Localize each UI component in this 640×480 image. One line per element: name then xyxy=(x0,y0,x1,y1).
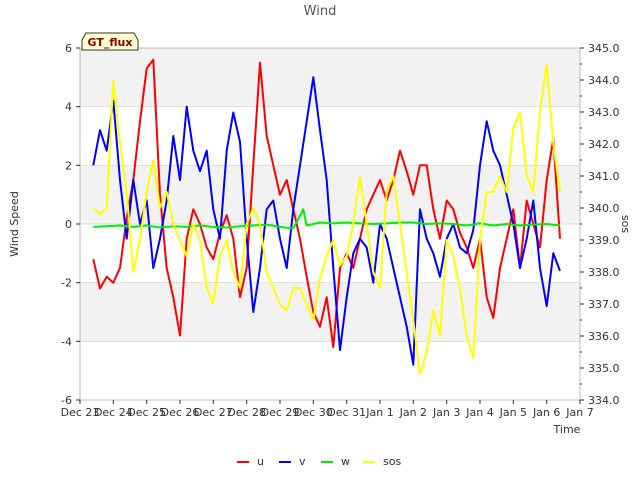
y-tick-label: -4 xyxy=(61,335,72,348)
background-band xyxy=(80,106,580,166)
y2-tick-label: 336.0 xyxy=(588,330,620,343)
x-tick-label: Dec 27 xyxy=(194,406,233,419)
y-tick-label: -6 xyxy=(61,394,72,407)
chart-title: Wind xyxy=(304,4,337,19)
badge-label: GT_flux xyxy=(88,36,133,49)
y2-tick-label: 342.0 xyxy=(588,138,620,151)
y-tick-label: -2 xyxy=(61,277,72,290)
x-tick-label: Jan 1 xyxy=(365,406,393,419)
x-axis-label: Time xyxy=(553,423,581,436)
plot-area: -6 -4 -2 0 2 4 6 334.0 335.0 336.0 337.0 338.0 339.0… xyxy=(61,42,620,419)
y2-tick-label: 335.0 xyxy=(588,362,620,375)
legend-item-w: w xyxy=(321,455,350,468)
y2-tick-label: 345.0 xyxy=(588,42,620,55)
y-axis-label: Wind Speed xyxy=(8,191,21,257)
y2-tick-label: 343.0 xyxy=(588,106,620,119)
legend-item-v: v xyxy=(279,455,306,468)
x-tick-label: Dec 26 xyxy=(161,406,200,419)
y2-tick-label: 341.0 xyxy=(588,170,620,183)
x-tick-label: Jan 6 xyxy=(532,406,560,419)
x-tick-label: Jan 2 xyxy=(399,406,427,419)
background-band xyxy=(80,282,580,342)
legend: u v w sos xyxy=(237,455,401,468)
series-group xyxy=(92,58,561,376)
legend-label: sos xyxy=(383,455,401,468)
background-band xyxy=(80,48,580,107)
y-tick-label: 4 xyxy=(65,101,72,114)
y2-tick-label: 337.0 xyxy=(588,298,620,311)
x-tick-label: Dec 25 xyxy=(127,406,166,419)
x-tick-label: Dec 31 xyxy=(327,406,366,419)
x-tick-label: Jan 7 xyxy=(565,406,593,419)
y2-tick-label: 340.0 xyxy=(588,202,620,215)
legend-label: u xyxy=(257,455,264,468)
x-tick-label: Dec 23 xyxy=(61,406,100,419)
legend-item-sos: sos xyxy=(363,455,401,468)
y2-tick-label: 339.0 xyxy=(588,234,620,247)
legend-label: v xyxy=(299,455,306,468)
y-tick-label: 2 xyxy=(65,159,72,172)
x-tick-label: Jan 4 xyxy=(465,406,493,419)
x-tick-label: Jan 5 xyxy=(499,406,527,419)
x-tick-label: Dec 29 xyxy=(261,406,300,419)
y-tick-label: 0 xyxy=(65,218,72,231)
series-line-v xyxy=(92,76,561,366)
x-tick-label: Dec 24 xyxy=(94,406,133,419)
y2-tick-label: 344.0 xyxy=(588,74,620,87)
y2-axis-label: sos xyxy=(618,215,631,233)
series-line-u xyxy=(92,58,561,349)
gt-flux-badge: GT_flux xyxy=(81,32,139,51)
y2-tick-label: 334.0 xyxy=(588,394,620,407)
background-band xyxy=(80,341,580,400)
x-tick-label: Dec 30 xyxy=(294,406,333,419)
y2-tick-label: 338.0 xyxy=(588,266,620,279)
x-tick-label: Dec 28 xyxy=(227,406,266,419)
x-tick-label: Jan 3 xyxy=(432,406,460,419)
series-line-sos xyxy=(92,63,561,376)
legend-label: w xyxy=(341,455,350,468)
legend-item-u: u xyxy=(237,455,264,468)
y-tick-label: 6 xyxy=(65,42,72,55)
